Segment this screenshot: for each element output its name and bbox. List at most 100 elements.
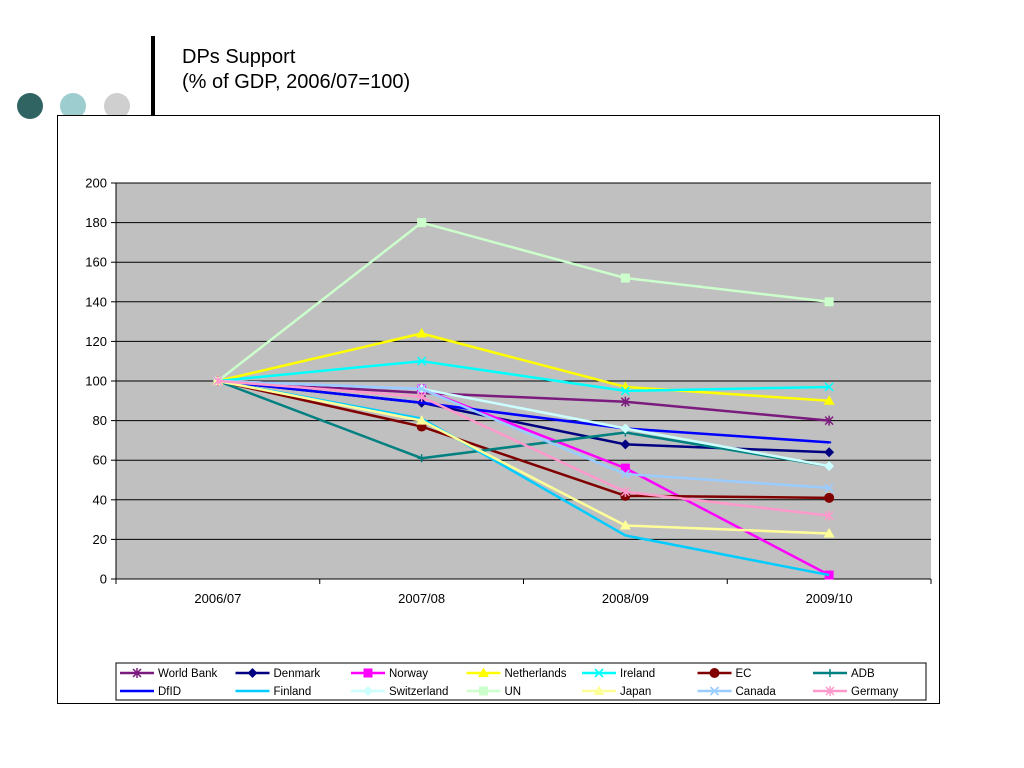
slide-title-line1: DPs Support — [182, 46, 296, 68]
legend-item-adb: ADB — [813, 668, 875, 680]
y-tick-label-140: 140 — [85, 294, 107, 309]
legend-marker-switzerland — [363, 686, 373, 696]
x-tick-label-2008/09: 2008/09 — [602, 591, 649, 606]
data-point-adb-1 — [417, 454, 426, 463]
legend-label-japan: Japan — [620, 686, 651, 698]
data-point-japan-1 — [416, 415, 428, 425]
legend-label-ireland: Ireland — [620, 668, 655, 680]
data-point-norway-2 — [620, 463, 630, 473]
y-tick-label-120: 120 — [85, 334, 107, 349]
data-point-ireland-3 — [824, 382, 834, 392]
legend-item-denmark: Denmark — [235, 668, 321, 680]
data-point-dfid-3 — [827, 441, 832, 444]
x-tick-label-2007/08: 2007/08 — [398, 591, 445, 606]
data-point-denmark-3 — [824, 447, 835, 458]
legend-marker-canada — [709, 686, 720, 696]
series-line-dfid — [217, 379, 830, 444]
legend-item-netherlands: Netherlands — [466, 667, 567, 680]
data-point-switzerland-2 — [620, 423, 631, 434]
legend-label-germany: Germany — [851, 686, 899, 698]
data-point-netherlands-1 — [416, 327, 428, 338]
x-tick-label-2009/10: 2009/10 — [806, 591, 853, 606]
legend-label-finland: Finland — [274, 686, 312, 698]
y-tick-label-180: 180 — [85, 215, 107, 230]
legend-item-dfid: DfID — [120, 686, 181, 698]
legend-label-dfid: DfID — [158, 686, 181, 698]
series-ireland — [213, 356, 834, 396]
data-point-un-1 — [417, 218, 427, 228]
legend-box — [115, 662, 927, 701]
legend-marker-germany — [825, 686, 835, 696]
data-point-world-bank-3 — [824, 415, 834, 426]
legend-marker-norway — [363, 668, 373, 678]
legend-item-finland: Finland — [235, 686, 312, 698]
decor-dot-1 — [17, 93, 43, 119]
legend-label-ec: EC — [736, 668, 752, 680]
series-line-canada — [217, 379, 830, 490]
series-japan — [212, 375, 835, 538]
legend-label-un: UN — [505, 686, 522, 698]
series-line-ec — [217, 379, 830, 500]
legend-marker-japan — [593, 685, 605, 695]
legend-item-germany: Germany — [813, 686, 899, 698]
legend-item-un: UN — [466, 686, 522, 698]
legend-marker-adb — [826, 669, 834, 677]
series-line-japan — [217, 379, 830, 535]
slide-title-line2: (% of GDP, 2006/07=100) — [182, 71, 411, 93]
y-tick-label-0: 0 — [100, 572, 107, 587]
data-point-world-bank-2 — [620, 396, 630, 407]
data-point-un-3 — [824, 297, 834, 307]
y-tick-label-200: 200 — [85, 176, 107, 191]
series-line-world-bank — [217, 379, 830, 422]
data-point-denmark-2 — [620, 439, 631, 450]
legend-item-canada: Canada — [697, 686, 777, 698]
legend-label-norway: Norway — [389, 668, 428, 680]
series-line-ireland — [217, 359, 830, 393]
data-point-canada-3 — [824, 483, 834, 493]
legend-marker-denmark — [247, 668, 258, 678]
y-tick-label-60: 60 — [93, 453, 107, 468]
series-line-un — [217, 221, 830, 382]
data-point-germany-1 — [417, 391, 427, 402]
data-point-japan-3 — [823, 527, 835, 538]
legend-label-denmark: Denmark — [274, 668, 321, 680]
y-tick-label-160: 160 — [85, 255, 107, 270]
legend-label-netherlands: Netherlands — [505, 668, 567, 680]
legend-marker-netherlands — [478, 667, 489, 677]
x-tick-label-2006/07: 2006/07 — [194, 591, 241, 606]
legend-item-switzerland: Switzerland — [351, 686, 448, 698]
series-line-netherlands — [217, 332, 830, 403]
data-point-germany-3 — [824, 510, 834, 521]
y-tick-label-80: 80 — [93, 413, 107, 428]
legend-item-norway: Norway — [351, 668, 428, 680]
legend-marker-un — [479, 686, 488, 696]
data-point-un-2 — [620, 273, 630, 283]
series-germany — [213, 376, 834, 521]
y-tick-label-20: 20 — [93, 532, 107, 547]
legend-label-switzerland: Switzerland — [389, 686, 448, 698]
data-point-netherlands-3 — [823, 395, 835, 405]
y-tick-label-100: 100 — [85, 374, 107, 389]
data-point-canada-2 — [620, 469, 630, 479]
legend-label-adb: ADB — [851, 668, 875, 680]
data-point-switzerland-3 — [824, 461, 835, 472]
slide-title: DPs Support (% of GDP, 2006/07=100) — [182, 45, 410, 95]
legend-marker-ec — [709, 668, 720, 678]
decor-dot-3 — [104, 93, 130, 119]
data-point-ec-3 — [824, 492, 835, 503]
legend-item-ec: EC — [697, 668, 752, 680]
legend-label-canada: Canada — [736, 686, 777, 698]
legend-marker-dfid — [135, 690, 139, 692]
series-line-germany — [217, 379, 830, 517]
data-point-canada-1 — [417, 384, 427, 394]
title-divider-bar — [151, 36, 155, 116]
data-point-ireland-1 — [417, 356, 427, 366]
y-tick-label-40: 40 — [93, 492, 107, 507]
legend-label-world-bank: World Bank — [158, 668, 217, 680]
data-point-germany-0 — [213, 376, 223, 386]
legend-item-world-bank: World Bank — [120, 668, 217, 680]
data-point-japan-2 — [619, 520, 631, 530]
legend-item-japan: Japan — [582, 685, 651, 698]
legend-marker-ireland — [594, 668, 604, 678]
